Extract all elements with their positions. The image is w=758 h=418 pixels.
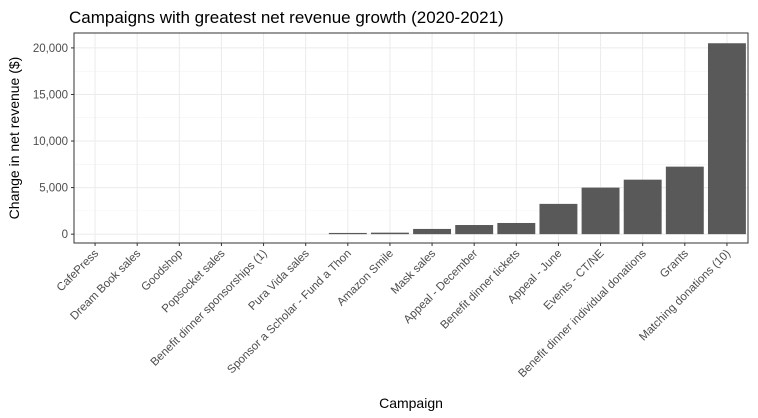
x-tick-label: Benefit dinner tickets bbox=[438, 247, 522, 331]
bar bbox=[665, 166, 704, 235]
bar bbox=[455, 225, 494, 235]
x-tick-label: Appeal - December bbox=[402, 248, 481, 327]
x-tick-label: Dream Book sales bbox=[68, 247, 143, 322]
x-tick-label: Grants bbox=[658, 247, 691, 280]
bar bbox=[581, 187, 620, 235]
bar bbox=[413, 228, 452, 235]
bar bbox=[370, 232, 409, 235]
panel-border bbox=[73, 32, 749, 244]
x-tick-label: Matching donations (10) bbox=[637, 248, 733, 344]
bars bbox=[328, 43, 746, 235]
y-tick-label: 10,000 bbox=[33, 136, 68, 148]
y-tick-label: 20,000 bbox=[33, 43, 68, 55]
bar bbox=[328, 232, 367, 235]
y-tick-label: 15,000 bbox=[33, 89, 68, 101]
y-axis-title: Change in net revenue ($) bbox=[6, 57, 22, 220]
bar bbox=[623, 179, 662, 235]
bar bbox=[707, 43, 746, 235]
chart-title: Campaigns with greatest net revenue grow… bbox=[69, 8, 504, 27]
bar bbox=[497, 222, 536, 235]
x-axis-title: Campaign bbox=[379, 395, 443, 411]
bar bbox=[539, 203, 578, 235]
y-axis: 0 5,000 10,000 15,000 20,000 bbox=[33, 43, 74, 241]
x-tick-label: Goodshop bbox=[139, 248, 185, 294]
y-tick-label: 5,000 bbox=[39, 183, 68, 195]
y-tick-label: 0 bbox=[62, 229, 68, 241]
